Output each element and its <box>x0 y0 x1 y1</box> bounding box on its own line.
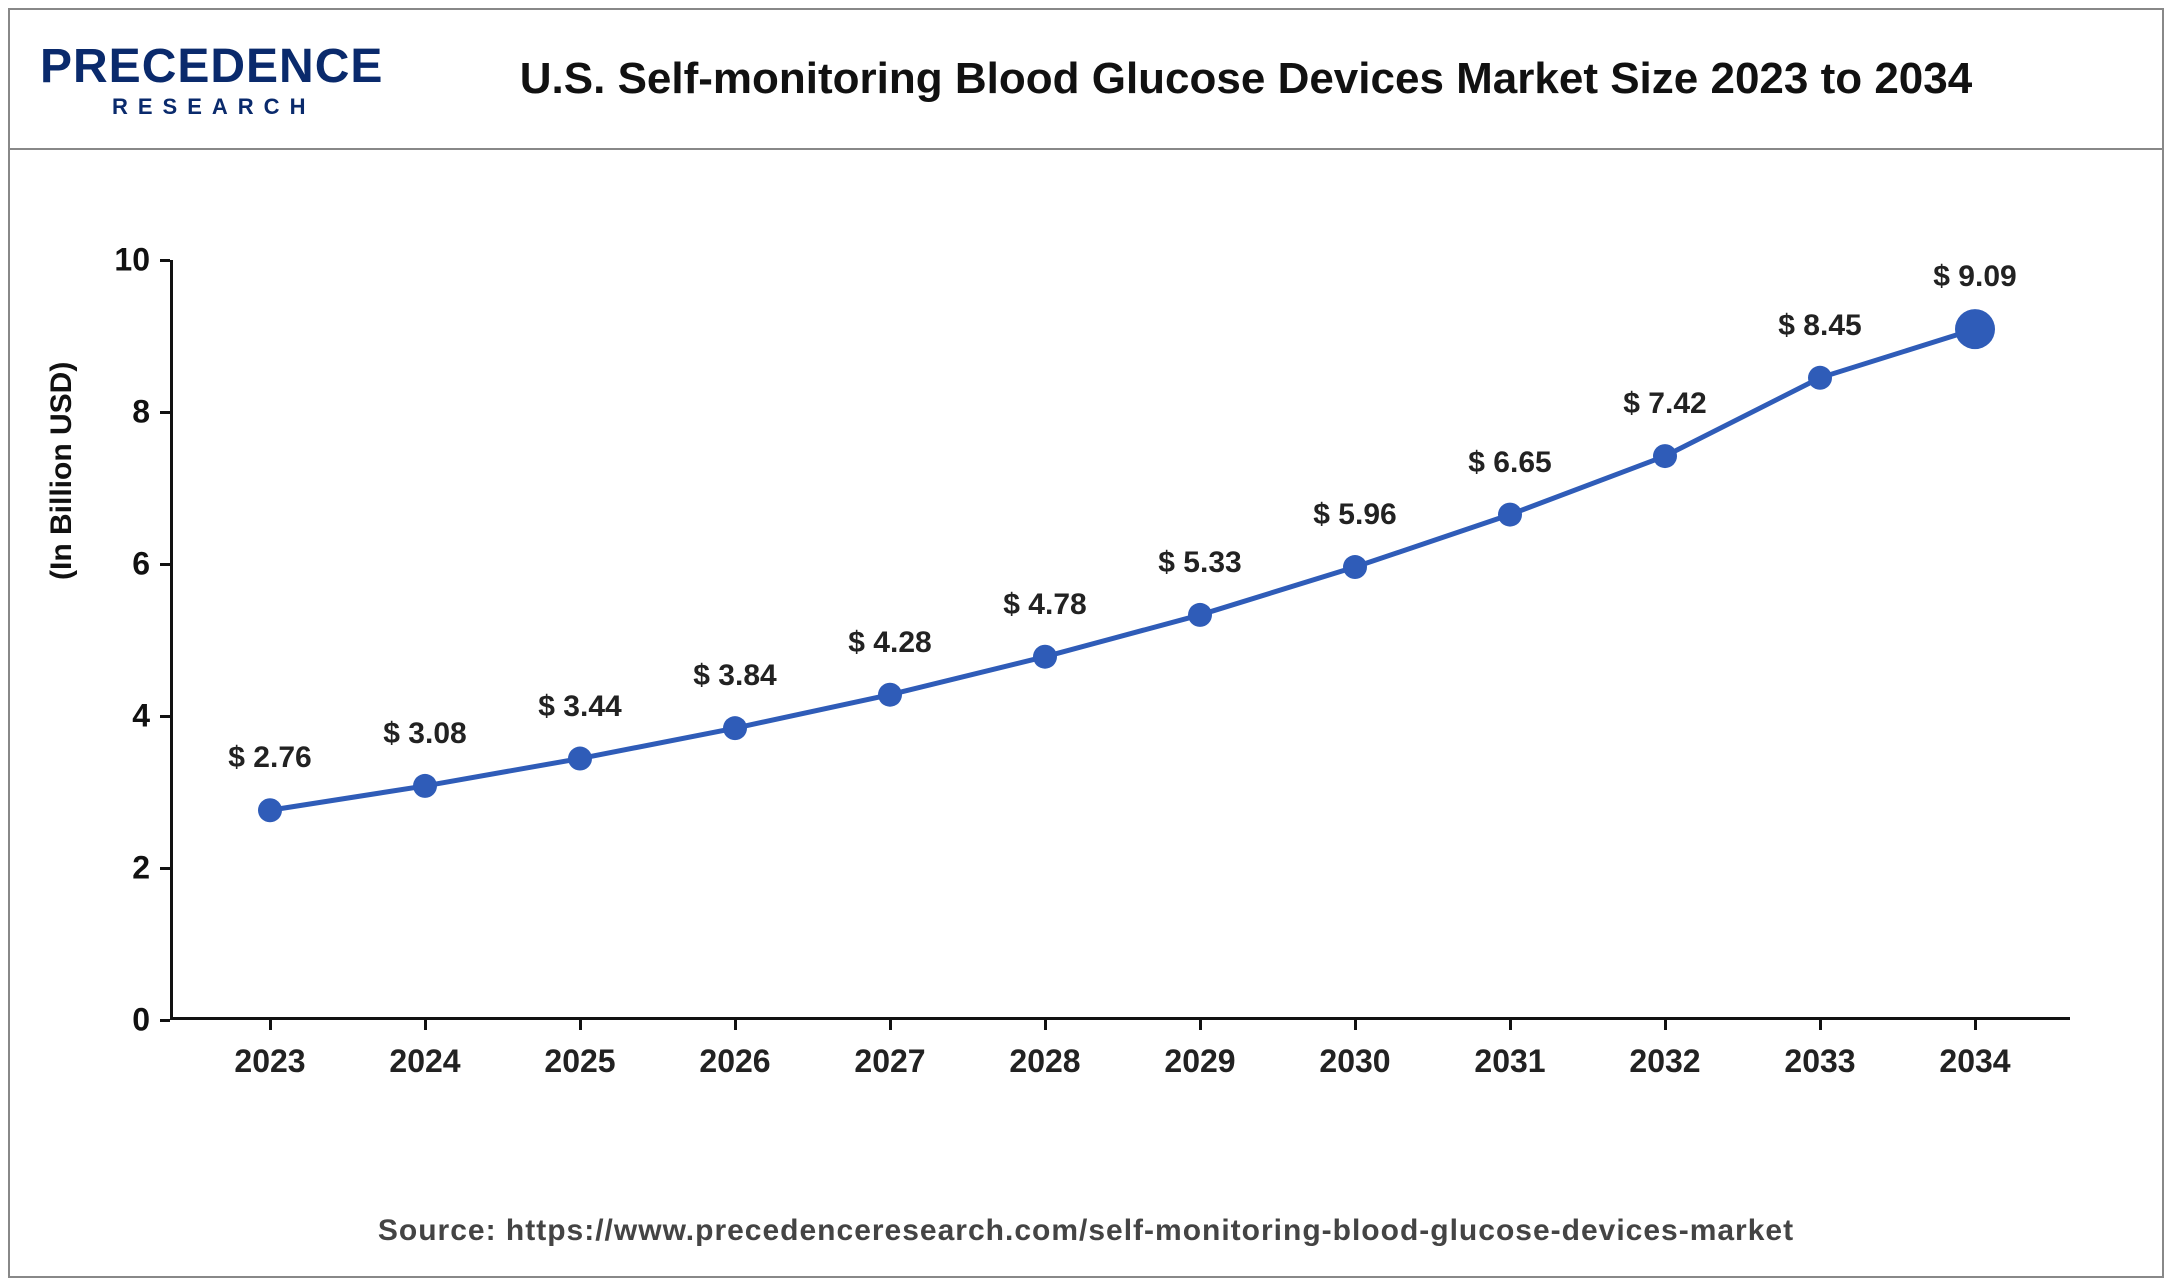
y-tick-label: 2 <box>90 850 150 887</box>
header: PRECEDENCE RESEARCH U.S. Self-monitoring… <box>10 10 2162 150</box>
data-label: $ 3.08 <box>383 717 466 751</box>
x-tick <box>1974 1020 1977 1030</box>
x-tick-label: 2029 <box>1164 1043 1235 1080</box>
data-label: $ 9.09 <box>1933 260 2016 294</box>
logo: PRECEDENCE RESEARCH <box>40 29 400 129</box>
x-tick-label: 2026 <box>699 1043 770 1080</box>
data-label: $ 3.44 <box>538 690 621 724</box>
y-tick <box>160 563 170 566</box>
chart-area: 0246810202320242025202620272028202920302… <box>130 260 2090 1060</box>
data-label: $ 2.76 <box>228 741 311 775</box>
line-series <box>270 329 1975 810</box>
y-tick-label: 6 <box>90 546 150 583</box>
x-tick <box>1664 1020 1667 1030</box>
x-tick <box>889 1020 892 1030</box>
x-tick <box>1354 1020 1357 1030</box>
data-label: $ 5.96 <box>1313 498 1396 532</box>
data-marker <box>723 716 747 740</box>
x-tick <box>1044 1020 1047 1030</box>
line-series-svg <box>170 260 2070 1020</box>
data-label: $ 4.28 <box>848 626 931 660</box>
x-tick-label: 2025 <box>544 1043 615 1080</box>
x-tick-label: 2024 <box>389 1043 460 1080</box>
data-marker <box>1188 603 1212 627</box>
y-tick <box>160 259 170 262</box>
data-marker <box>1033 645 1057 669</box>
x-tick-label: 2034 <box>1939 1043 2010 1080</box>
y-tick <box>160 1019 170 1022</box>
data-marker <box>568 747 592 771</box>
data-marker <box>1653 444 1677 468</box>
data-marker <box>258 798 282 822</box>
x-tick <box>579 1020 582 1030</box>
y-tick-label: 8 <box>90 394 150 431</box>
x-tick <box>1509 1020 1512 1030</box>
logo-bottom: RESEARCH <box>112 94 400 120</box>
x-tick-label: 2023 <box>234 1043 305 1080</box>
x-tick <box>1819 1020 1822 1030</box>
x-tick-label: 2027 <box>854 1043 925 1080</box>
x-tick <box>424 1020 427 1030</box>
chart-title: U.S. Self-monitoring Blood Glucose Devic… <box>400 54 2132 104</box>
x-tick-label: 2030 <box>1319 1043 1390 1080</box>
chart-container: PRECEDENCE RESEARCH U.S. Self-monitoring… <box>8 8 2164 1278</box>
x-tick <box>734 1020 737 1030</box>
x-tick-label: 2032 <box>1629 1043 1700 1080</box>
y-tick <box>160 411 170 414</box>
data-label: $ 6.65 <box>1468 446 1551 480</box>
data-marker <box>413 774 437 798</box>
data-label: $ 5.33 <box>1158 546 1241 580</box>
logo-top: PRECEDENCE <box>40 39 400 94</box>
data-marker <box>1498 503 1522 527</box>
x-tick <box>1199 1020 1202 1030</box>
y-axis-label: (In Billion USD) <box>45 362 79 580</box>
y-tick <box>160 867 170 870</box>
data-label: $ 8.45 <box>1778 309 1861 343</box>
x-tick-label: 2031 <box>1474 1043 1545 1080</box>
data-label: $ 4.78 <box>1003 588 1086 622</box>
y-tick <box>160 715 170 718</box>
data-marker <box>1955 309 1995 349</box>
y-tick-label: 4 <box>90 698 150 735</box>
data-marker <box>1808 366 1832 390</box>
data-marker <box>878 683 902 707</box>
x-tick-label: 2033 <box>1784 1043 1855 1080</box>
data-marker <box>1343 555 1367 579</box>
x-tick-label: 2028 <box>1009 1043 1080 1080</box>
y-tick-label: 0 <box>90 1002 150 1039</box>
x-tick <box>269 1020 272 1030</box>
data-label: $ 7.42 <box>1623 387 1706 421</box>
data-label: $ 3.84 <box>693 659 776 693</box>
y-tick-label: 10 <box>90 242 150 279</box>
source-text: Source: https://www.precedenceresearch.c… <box>10 1214 2162 1248</box>
plot-area: 0246810202320242025202620272028202920302… <box>170 260 2070 1020</box>
